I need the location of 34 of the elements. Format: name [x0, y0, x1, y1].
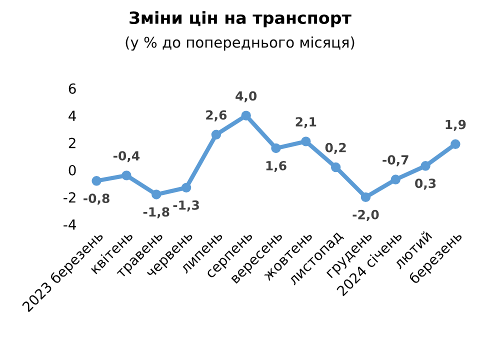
data-label: -0,4: [113, 151, 140, 162]
point: [360, 192, 371, 202]
chart-subtitle: (у % до попереднього місяця): [126, 36, 354, 51]
y-tick-label: 6: [68, 83, 76, 94]
point: [122, 170, 132, 180]
point: [92, 176, 102, 186]
data-label: -1,8: [143, 207, 170, 218]
point: [390, 174, 400, 184]
point: [241, 110, 251, 120]
data-label: 1,9: [446, 120, 466, 131]
data-label: 4,0: [236, 91, 257, 102]
y-tick-label: 2: [68, 138, 76, 148]
point: [450, 139, 460, 150]
y-tick-label: -4: [64, 220, 76, 230]
point: [330, 162, 341, 172]
data-label: 2,6: [206, 110, 227, 122]
point: [181, 182, 192, 193]
point: [211, 130, 222, 140]
point: [420, 161, 430, 171]
y-tick-label: 0: [68, 164, 76, 176]
data-label: -0,7: [382, 155, 408, 166]
y-tick-label: 4: [68, 110, 76, 121]
data-label: 2,1: [296, 117, 316, 128]
point: [152, 190, 162, 200]
y-tick-label: -2: [64, 192, 76, 202]
data-label: -0,8: [84, 194, 110, 205]
data-label: -2,0: [352, 210, 379, 221]
point: [271, 143, 281, 154]
data-label: 1,6: [266, 160, 286, 172]
data-label: 0,2: [325, 142, 346, 154]
point: [301, 136, 311, 146]
data-label: 0,3: [415, 178, 436, 190]
data-label: -1,3: [173, 200, 199, 212]
chart-title: Зміни цін на транспорт: [130, 11, 352, 28]
